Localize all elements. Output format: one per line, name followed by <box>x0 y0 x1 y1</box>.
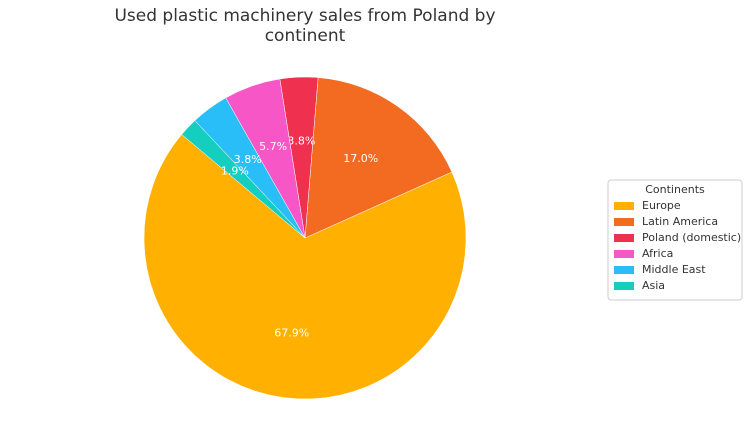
legend-label: Africa <box>642 247 673 260</box>
slice-label: 1.9% <box>221 165 249 178</box>
legend-label: Latin America <box>642 215 718 228</box>
pie-slice <box>304 77 453 239</box>
legend-swatch <box>614 202 634 210</box>
legend-swatch <box>614 234 634 242</box>
pie-slice <box>181 120 306 239</box>
slice-label: 5.7% <box>259 140 287 153</box>
slice-label: 67.9% <box>274 327 309 340</box>
legend-swatch <box>614 282 634 290</box>
pie-slice <box>143 134 467 400</box>
slice-label: 3.8% <box>234 153 262 166</box>
legend-label: Poland (domestic) <box>642 231 741 244</box>
legend-label: Europe <box>642 199 681 212</box>
slice-label: 3.8% <box>287 134 315 147</box>
legend-box <box>607 179 743 301</box>
chart-title: Used plastic machinery sales from Poland… <box>114 6 496 46</box>
legend-swatch <box>614 250 634 258</box>
legend-swatch <box>614 218 634 226</box>
legend-swatch <box>614 266 634 274</box>
legend-label: Middle East <box>642 263 706 276</box>
legend-title: Continents <box>645 183 705 196</box>
legend-label: Asia <box>642 279 665 292</box>
slice-label: 17.0% <box>343 152 378 165</box>
